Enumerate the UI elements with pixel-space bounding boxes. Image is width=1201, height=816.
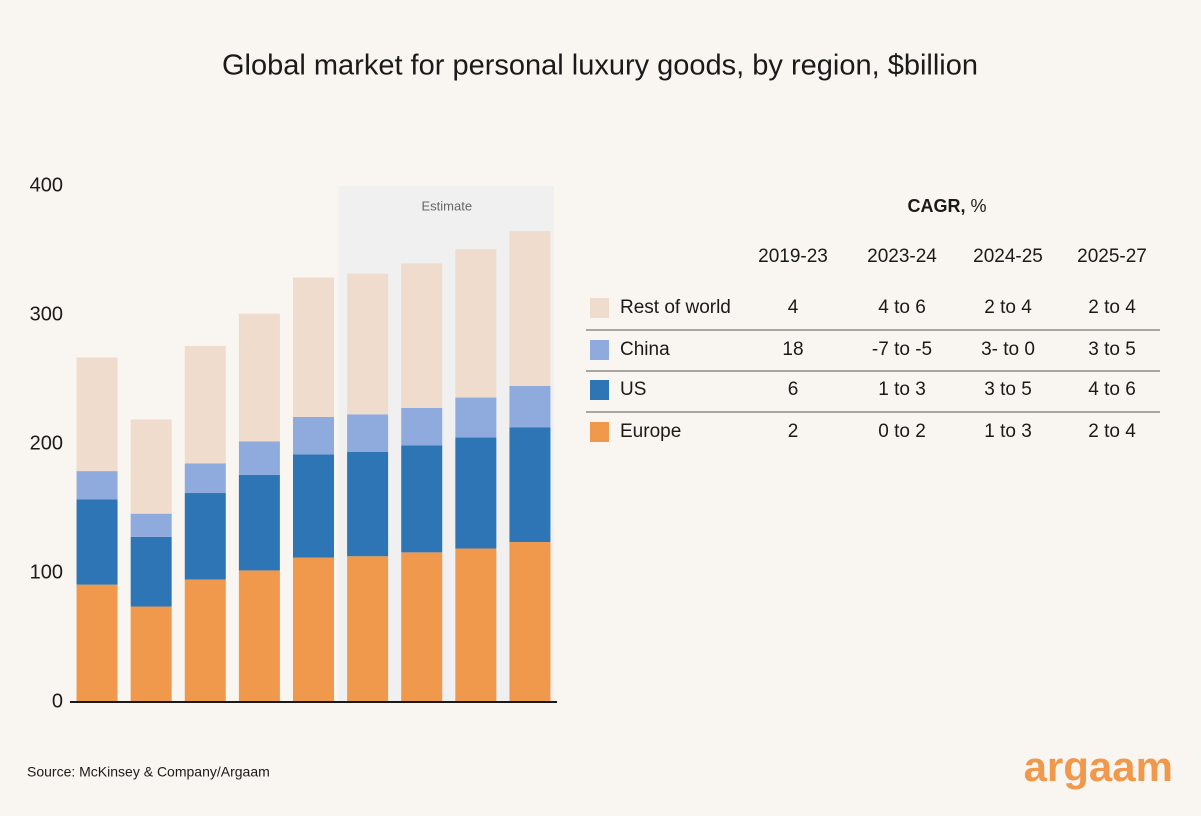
bar-segment <box>509 385 551 428</box>
bar-segment <box>293 454 334 558</box>
bar-segment <box>347 414 389 452</box>
bar-segment <box>130 513 172 537</box>
bar-segment <box>347 451 389 557</box>
table-cell: 2 to 4 <box>1088 421 1136 442</box>
table-cell: 2 to 4 <box>984 297 1032 318</box>
bar-segment <box>401 263 443 408</box>
legend-label: Rest of world <box>620 297 731 318</box>
legend-label: China <box>620 339 670 360</box>
bar-segment <box>184 579 226 702</box>
legend-label: Europe <box>620 421 681 442</box>
bar-segment <box>401 407 443 446</box>
table-cell: 4 <box>788 297 799 318</box>
source: Source: McKinsey & Company/Argaam <box>27 764 270 780</box>
bar-segment <box>455 548 497 702</box>
bar-segment <box>293 277 334 417</box>
bar-segment <box>130 606 172 702</box>
table-cell: 4 to 6 <box>1088 379 1136 400</box>
column-header: 2025-27 <box>1077 246 1147 267</box>
bar-segment <box>238 441 280 475</box>
legend-swatch <box>590 380 609 400</box>
bar-segment <box>455 437 497 549</box>
bar-segment <box>455 249 497 398</box>
legend-swatch <box>590 422 609 442</box>
table-cell: 3 to 5 <box>1088 339 1136 360</box>
table-cell: -7 to -5 <box>872 339 932 360</box>
logo: argaam <box>1024 743 1173 790</box>
column-header: 2024-25 <box>973 246 1043 267</box>
table-title-bold: CAGR, <box>907 196 965 216</box>
table-cell: 0 to 2 <box>878 421 926 442</box>
legend-swatch <box>590 298 609 318</box>
bar-segment <box>347 273 389 415</box>
legend-swatch <box>590 340 609 360</box>
bar-segment <box>130 536 172 607</box>
bar-segment <box>401 552 443 702</box>
y-tick-label: 0 <box>52 690 63 712</box>
bar-segment <box>238 313 280 442</box>
table-cell: 6 <box>788 379 799 400</box>
bar-segment <box>509 427 551 543</box>
bar-segment <box>76 471 118 500</box>
column-header: 2019-23 <box>758 246 828 267</box>
y-tick-label: 300 <box>30 303 63 325</box>
estimate-label: Estimate <box>421 198 472 213</box>
bar-segment <box>347 556 389 702</box>
bar-segment <box>76 584 118 702</box>
bar-segment <box>509 542 551 702</box>
bar-segment <box>238 474 280 571</box>
bar-segment <box>184 493 226 580</box>
bar-segment <box>184 345 226 464</box>
table-cell: 1 to 3 <box>984 421 1032 442</box>
bar-segment <box>76 357 118 472</box>
table-cell: 18 <box>782 339 803 360</box>
legend-label: US <box>620 379 646 400</box>
table-cell: 4 to 6 <box>878 297 926 318</box>
bar-segment <box>455 397 497 438</box>
bar-segment <box>184 463 226 494</box>
table-cell: 1 to 3 <box>878 379 926 400</box>
bar-segment <box>509 231 551 386</box>
y-tick-label: 400 <box>30 174 63 196</box>
y-tick-label: 100 <box>30 561 63 583</box>
column-header: 2023-24 <box>867 246 937 267</box>
table-cell: 2 <box>788 421 799 442</box>
bar-segment <box>293 416 334 455</box>
table-cell: 2 to 4 <box>1088 297 1136 318</box>
bar-segment <box>76 499 118 585</box>
bar-segment <box>238 570 280 702</box>
table-title: CAGR,% <box>907 196 986 216</box>
table-cell: 3 to 5 <box>984 379 1032 400</box>
table-cell: 3- to 0 <box>981 339 1035 360</box>
y-tick-label: 200 <box>30 432 63 454</box>
bar-segment <box>130 419 172 514</box>
bar-segment <box>293 557 334 702</box>
table-title-unit: % <box>970 196 986 216</box>
chart-title: Global market for personal luxury goods,… <box>222 50 978 82</box>
bar-segment <box>401 445 443 553</box>
